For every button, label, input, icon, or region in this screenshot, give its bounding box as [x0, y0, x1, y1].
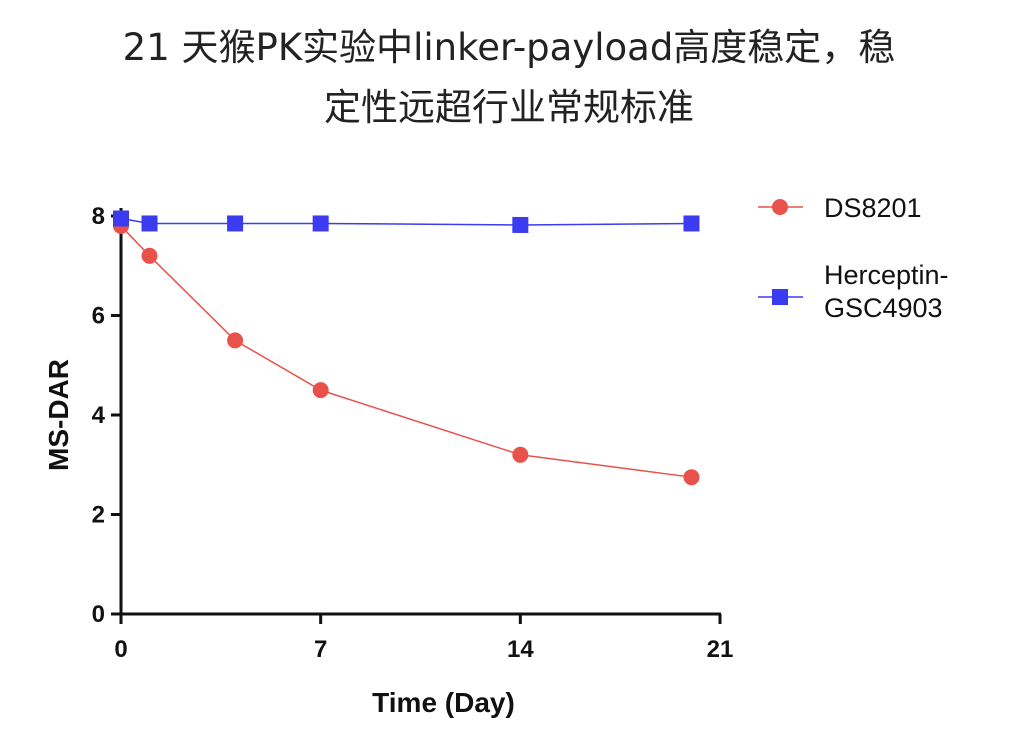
series-herceptin-gsc4903 — [113, 210, 700, 233]
chart-title: 21 天猴PK实验中linker-payload高度稳定，稳 定性远超行业常规标… — [0, 18, 1018, 138]
legend-marker — [772, 199, 788, 215]
series-layer — [113, 210, 700, 486]
y-tick-label: 6 — [92, 303, 105, 330]
y-tick-label: 4 — [92, 402, 106, 429]
x-tick-label: 21 — [707, 636, 734, 663]
data-point — [312, 382, 329, 399]
legend-label: DS8201 — [824, 193, 922, 223]
x-axis-label: Time (Day) — [372, 687, 515, 718]
data-point — [312, 215, 329, 232]
data-point — [227, 215, 244, 232]
y-axis-label: MS-DAR — [43, 359, 74, 471]
data-point — [512, 446, 529, 463]
x-tick-label: 7 — [314, 636, 327, 663]
legend: DS8201 Herceptin-GSC4903 — [758, 193, 949, 323]
legend-marker — [772, 289, 788, 305]
y-tick-label: 0 — [92, 601, 105, 628]
series-line — [120, 217, 692, 226]
data-point — [227, 332, 244, 349]
legend-label: GSC4903 — [824, 293, 943, 323]
axes: 0 7 14 21 0 2 4 6 8 Time (Day) MS-DAR — [43, 203, 733, 718]
x-tick-label: 0 — [114, 636, 127, 663]
chart-title-line-1: 21 天猴PK实验中linker-payload高度稳定，稳 — [122, 26, 896, 69]
series-line — [120, 225, 692, 478]
series-ds8201 — [113, 217, 700, 486]
y-tick-label: 2 — [92, 502, 105, 529]
data-point — [512, 216, 529, 233]
chart-title-line-2: 定性远超行业常规标准 — [324, 86, 694, 129]
x-tick-label: 14 — [507, 636, 534, 663]
data-point — [683, 215, 700, 232]
data-point — [141, 247, 158, 264]
legend-label: Herceptin- — [824, 260, 949, 290]
legend-item: Herceptin-GSC4903 — [758, 260, 949, 323]
legend-item: DS8201 — [758, 193, 922, 223]
y-tick-label: 8 — [92, 203, 105, 230]
data-point — [113, 210, 129, 227]
data-point — [683, 469, 700, 486]
data-point — [141, 215, 158, 232]
